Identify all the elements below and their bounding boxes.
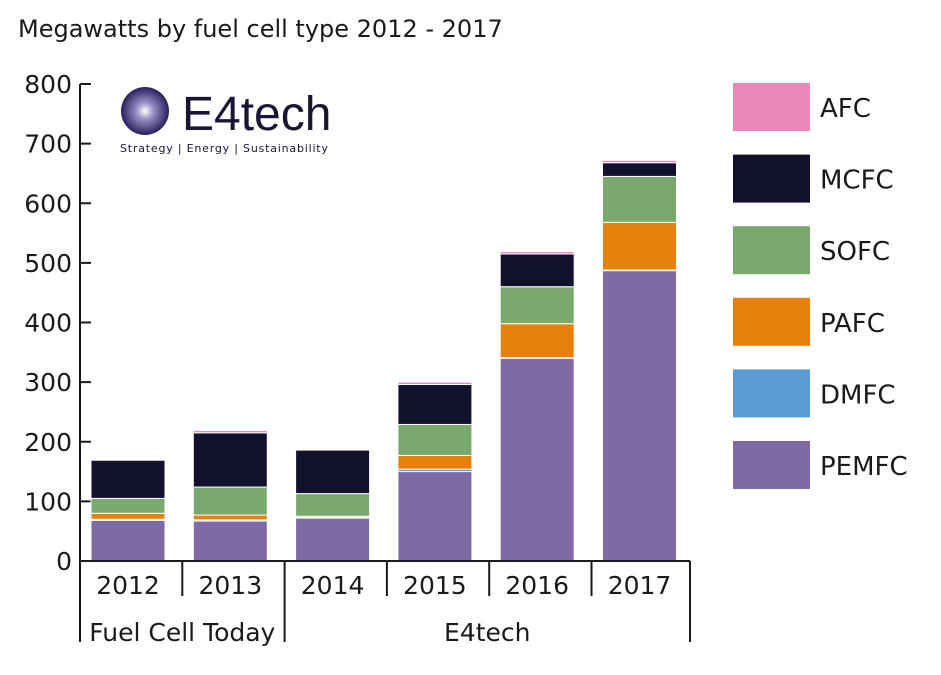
y-tick-label: 400 — [24, 309, 72, 338]
x-tick-label: 2014 — [301, 571, 365, 600]
bar-segment-pemfc-2016 — [499, 357, 575, 562]
bar-segment-pemfc-2015 — [397, 471, 473, 562]
bar-segment-pemfc-2017 — [602, 270, 677, 562]
axes: 0 100 200 300 400 500 600 700 800 — [24, 70, 91, 576]
y-tick-label: 100 — [24, 487, 72, 516]
bar-segment-sofc-2016 — [499, 286, 575, 325]
bar-segment-sofc-2012 — [90, 497, 166, 514]
x-axis: 2012 2013 2014 2015 2016 2017 Fuel Cell Today E… — [79, 560, 691, 647]
logo-emblem-icon — [121, 87, 169, 135]
bar-segment-mcfc-2014 — [295, 449, 371, 495]
x-tick-label: 2015 — [403, 571, 467, 600]
bar-segment-pafc-2013 — [192, 514, 268, 521]
x-tick-label: 2017 — [608, 571, 672, 600]
legend-label-dmfc: DMFC — [820, 380, 896, 410]
legend-label-afc: AFC — [820, 94, 871, 124]
legend-swatch-pafc — [733, 297, 810, 346]
bar-segment-pafc-2012 — [90, 512, 166, 520]
legend-label-pafc: PAFC — [820, 309, 885, 339]
legend-swatch-mcfc — [733, 154, 810, 203]
e4tech-logo: E4tech Strategy | Energy | Sustainabilit… — [120, 87, 331, 155]
legend-swatch-dmfc — [733, 369, 810, 418]
bar-segment-pemfc-2012 — [90, 519, 166, 562]
y-tick-label: 0 — [56, 547, 72, 576]
bar-segment-sofc-2014 — [295, 493, 371, 517]
x-tick-label: 2016 — [505, 571, 569, 600]
bar-segment-pemfc-2014 — [295, 517, 371, 562]
x-group-label: Fuel Cell Today — [89, 618, 275, 647]
bar-segment-mcfc-2015 — [397, 384, 473, 425]
bar-segment-afc-2016 — [499, 251, 575, 255]
y-tick-label: 500 — [24, 249, 72, 278]
legend-label-mcfc: MCFC — [820, 166, 894, 196]
bar-segment-sofc-2015 — [397, 423, 473, 456]
y-tick-label: 600 — [24, 189, 72, 218]
bar-segment-pafc-2015 — [397, 454, 473, 470]
bar-segment-pafc-2017 — [602, 221, 677, 271]
bar-segment-afc-2017 — [602, 159, 677, 164]
y-tick-label: 200 — [24, 428, 72, 457]
bars — [90, 159, 677, 562]
chart-title: Megawatts by fuel cell type 2012 - 2017 — [18, 15, 503, 43]
legend-label-sofc: SOFC — [820, 237, 890, 267]
bar-segment-afc-2013 — [192, 429, 268, 434]
bar-segment-sofc-2017 — [602, 175, 677, 223]
x-group-label: E4tech — [444, 618, 530, 647]
legend-swatch-pemfc — [733, 441, 810, 489]
x-tick-label: 2013 — [198, 571, 262, 600]
legend-swatch-afc — [733, 83, 810, 131]
bar-segment-mcfc-2013 — [192, 432, 268, 488]
bar-segment-mcfc-2016 — [499, 253, 575, 288]
x-tick-label: 2012 — [96, 571, 160, 600]
legend-swatch-sofc — [733, 226, 810, 275]
bar-segment-pafc-2016 — [499, 323, 575, 359]
bar-segment-pemfc-2013 — [192, 520, 268, 562]
legend: AFC MCFC SOFC PAFC DMFC PEMFC — [733, 83, 908, 489]
bar-segment-sofc-2013 — [192, 486, 268, 516]
logo-tagline: Strategy | Energy | Sustainability — [120, 142, 329, 155]
bar-segment-mcfc-2012 — [90, 459, 166, 499]
logo-wordmark: E4tech — [182, 88, 331, 141]
bar-segment-afc-2015 — [397, 381, 473, 386]
y-tick-label: 300 — [24, 368, 72, 397]
legend-label-pemfc: PEMFC — [820, 452, 908, 482]
bar-segment-mcfc-2017 — [602, 162, 677, 177]
y-tick-label: 800 — [24, 70, 72, 99]
y-tick-label: 700 — [24, 130, 72, 159]
